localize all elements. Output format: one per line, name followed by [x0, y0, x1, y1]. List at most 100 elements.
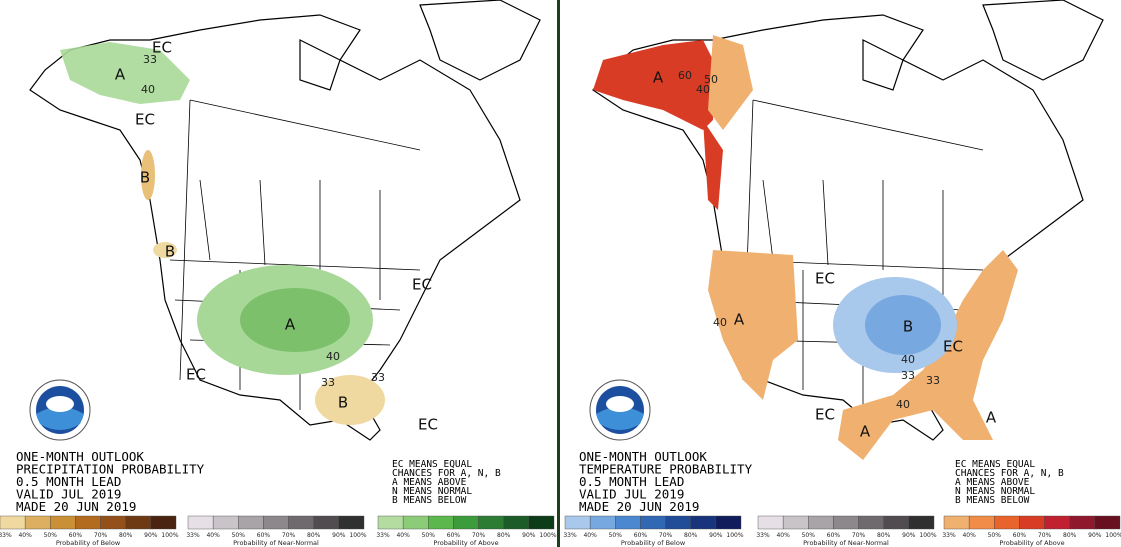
- legend-tick: 33%: [186, 532, 200, 539]
- legend-tick: 33%: [563, 532, 577, 539]
- legend-swatch: [782, 515, 809, 530]
- map-label: 33: [371, 371, 385, 384]
- legend-tick: 50%: [232, 532, 246, 539]
- legend-tick: 40%: [206, 532, 220, 539]
- legend-tick: 90%: [522, 532, 536, 539]
- title-line: ONE-MONTH OUTLOOK: [16, 449, 144, 464]
- legend-swatch: [808, 515, 834, 530]
- legend-swatch: [564, 515, 591, 530]
- above-area: [60, 42, 190, 104]
- title-line: ONE-MONTH OUTLOOK: [579, 449, 707, 464]
- legend-swatch: [100, 515, 126, 530]
- map-label: 40: [141, 83, 155, 96]
- legend-tick: 70%: [472, 532, 486, 539]
- legend-swatch: [428, 515, 454, 530]
- legend-tick: 100%: [726, 532, 743, 539]
- legend-caption: Probability of Below: [621, 539, 686, 547]
- legend-tick: 60%: [447, 532, 461, 539]
- legend-tick: 50%: [422, 532, 436, 539]
- legend-swatch: [1044, 515, 1070, 530]
- legend-swatch: [478, 515, 504, 530]
- key-line: N MEANS NORMAL: [392, 486, 472, 497]
- legend-tick: 60%: [257, 532, 271, 539]
- key-line: A MEANS ABOVE: [955, 477, 1030, 488]
- key-line: B MEANS BELOW: [392, 495, 467, 506]
- map-label: EC: [943, 338, 963, 356]
- legend-tick: 100%: [539, 532, 556, 539]
- map-label: EC: [135, 111, 155, 129]
- legend-tick: 33%: [376, 532, 390, 539]
- legend-swatch: [1094, 515, 1121, 530]
- key-line: EC MEANS EQUAL: [392, 459, 472, 470]
- legend-tick: 80%: [684, 532, 698, 539]
- below-area: [315, 375, 385, 425]
- map-label: 33: [143, 53, 157, 66]
- title-line: 0.5 MONTH LEAD: [16, 474, 121, 489]
- legend-tick: 60%: [634, 532, 648, 539]
- legend-tick: 70%: [94, 532, 108, 539]
- map-label: 33: [901, 369, 915, 382]
- key-line: N MEANS NORMAL: [955, 486, 1035, 497]
- legend-tick: 40%: [776, 532, 790, 539]
- legend-swatch: [833, 515, 859, 530]
- title-line: MADE 20 JUN 2019: [579, 499, 699, 514]
- legend-swatch: [288, 515, 314, 530]
- legend-swatch: [150, 515, 177, 530]
- legend-tick: 80%: [497, 532, 511, 539]
- map-label: A: [860, 423, 871, 441]
- legend-swatch: [1019, 515, 1045, 530]
- map-label: EC: [815, 406, 835, 424]
- map-label: EC: [186, 366, 206, 384]
- key-line: A MEANS ABOVE: [392, 477, 467, 488]
- map-label: A: [653, 69, 664, 87]
- legend-tick: 60%: [69, 532, 83, 539]
- legend-swatch: [338, 515, 365, 530]
- legend-swatch: [125, 515, 152, 530]
- map-label: 40: [326, 350, 340, 363]
- legend-tick: 80%: [119, 532, 133, 539]
- legend-caption: Probability of Below: [56, 539, 121, 547]
- legend-swatch: [968, 515, 995, 530]
- noaa-logo: [589, 379, 651, 441]
- map-label: 60: [678, 69, 692, 82]
- map-label: B: [903, 318, 913, 336]
- map-label: B: [165, 243, 175, 261]
- legend-tick: 100%: [349, 532, 366, 539]
- above-area: [838, 250, 1018, 460]
- legend-swatch: [377, 515, 404, 530]
- above-area: [240, 288, 350, 352]
- map-label: EC: [152, 39, 172, 57]
- legend-tick: 80%: [1063, 532, 1077, 539]
- legend-tick: 90%: [902, 532, 916, 539]
- legend-swatch: [640, 515, 666, 530]
- legend-tick: 80%: [307, 532, 321, 539]
- title-line: VALID JUL 2019: [16, 487, 121, 502]
- title-line: VALID JUL 2019: [579, 487, 684, 502]
- key-line: B MEANS BELOW: [955, 495, 1030, 506]
- legend-swatch: [1069, 515, 1096, 530]
- legend-tick: 90%: [709, 532, 723, 539]
- legend-tick: 50%: [609, 532, 623, 539]
- legend-tick: 90%: [1088, 532, 1102, 539]
- legend-swatch: [238, 515, 264, 530]
- title-line: MADE 20 JUN 2019: [16, 499, 136, 514]
- noaa-logo: [29, 379, 91, 441]
- map-label: A: [734, 311, 745, 329]
- legend-swatch: [263, 515, 289, 530]
- legend-tick: 50%: [988, 532, 1002, 539]
- key-line: EC MEANS EQUAL: [955, 459, 1035, 470]
- legend-tick: 50%: [44, 532, 58, 539]
- legend-tick: 33%: [0, 532, 12, 539]
- map-label: 40: [696, 83, 710, 96]
- legend-swatch: [908, 515, 935, 530]
- map-label: 40: [901, 353, 915, 366]
- map-label: B: [140, 169, 150, 187]
- below-area: [141, 150, 155, 200]
- map-label: A: [986, 409, 997, 427]
- legend-swatch: [503, 515, 530, 530]
- legend-caption: Probability of Near-Normal: [233, 539, 319, 547]
- key-line: CHANCES FOR A, N, B: [955, 468, 1064, 479]
- legend-tick: 33%: [942, 532, 956, 539]
